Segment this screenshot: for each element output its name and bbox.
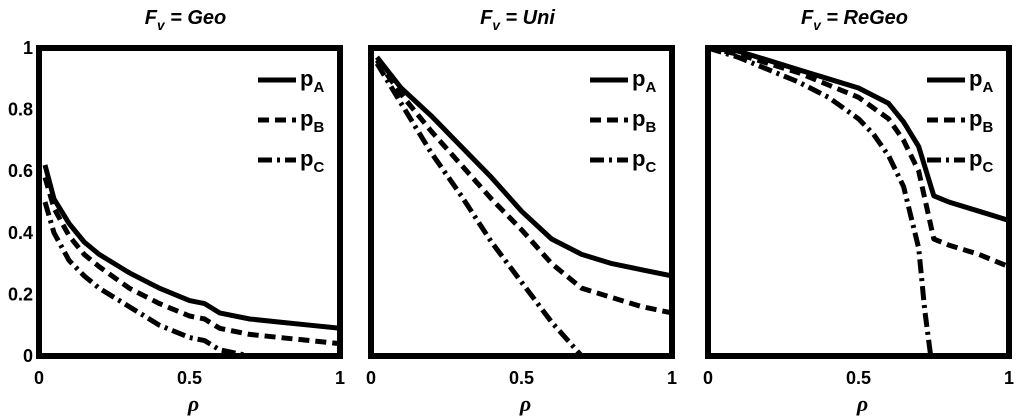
- x-axis-label: ρ: [519, 391, 531, 416]
- chart-title-main: F: [480, 7, 493, 29]
- legend-label-pA-main: p: [300, 66, 313, 91]
- plot-frame: [368, 45, 675, 359]
- legend-label-pA-sub: A: [982, 79, 993, 96]
- x-axis-label: ρ: [187, 391, 199, 416]
- series-line-pA: [42, 164, 340, 331]
- y-tick-label: 0.8: [8, 100, 33, 120]
- x-axis-label: ρ: [856, 391, 868, 416]
- legend-label-pB-sub: B: [982, 119, 993, 136]
- legend-label-pA: pA: [300, 66, 324, 96]
- legend-label-pC-main: p: [632, 146, 645, 171]
- x-tick-label: 1: [1004, 368, 1014, 388]
- y-tick-label: 1: [23, 38, 33, 58]
- legend-label-pC-main: p: [300, 146, 313, 171]
- legend-label-pC-sub: C: [982, 159, 993, 176]
- legend-label-pB-main: p: [300, 106, 313, 131]
- legend-label-pB: pB: [969, 106, 993, 136]
- y-tick-label: 0: [23, 346, 33, 366]
- series-line-pC: [708, 48, 1009, 356]
- y-tick-label: 0.4: [8, 223, 33, 243]
- x-tick-label: 0: [366, 368, 376, 388]
- chart-title-sub: v: [157, 18, 166, 33]
- chart-title-main: F: [145, 7, 158, 29]
- x-tick-label: 0: [703, 368, 713, 388]
- legend-label-pB-sub: B: [645, 119, 656, 136]
- x-tick-label: 0.5: [509, 368, 534, 388]
- series-line-pB: [374, 58, 672, 316]
- y-tick-label: 0.2: [8, 284, 33, 304]
- chart-title: Fv = Geo: [145, 7, 226, 33]
- legend-label-pA-sub: A: [645, 79, 656, 96]
- legend-label-pB-main: p: [969, 106, 982, 131]
- chart-title-sub: v: [492, 18, 501, 33]
- plot-frame: [705, 45, 1012, 359]
- legend-label-pC-sub: C: [645, 159, 656, 176]
- legend-label-pB-main: p: [632, 106, 645, 131]
- chart-title-sub: v: [813, 18, 822, 33]
- chart-title: Fv = Uni: [480, 7, 555, 33]
- legend-label-pC-main: p: [969, 146, 982, 171]
- legend-label-pC: pC: [632, 146, 656, 176]
- series-line-pC: [374, 62, 672, 356]
- chart-title-rest: = Uni: [500, 7, 555, 29]
- legend-label-pC-sub: C: [313, 159, 324, 176]
- chart-title-main: F: [801, 7, 814, 29]
- series-line-pA: [708, 48, 1009, 223]
- series-line-pA: [375, 55, 672, 279]
- plot-frame: [36, 45, 343, 359]
- legend-label-pC: pC: [969, 146, 993, 176]
- legend-label-pA-main: p: [969, 66, 982, 91]
- legend-label-pB-sub: B: [313, 119, 324, 136]
- x-tick-label: 0: [34, 368, 44, 388]
- y-tick-label: 0.6: [8, 161, 33, 181]
- series-line-pC: [42, 201, 340, 356]
- legend-label-pB: pB: [300, 106, 324, 136]
- legend-label-pC: pC: [300, 146, 324, 176]
- x-tick-label: 1: [335, 368, 345, 388]
- chart-title-rest: = ReGeo: [821, 7, 908, 29]
- series-line-pB: [708, 48, 1009, 270]
- x-tick-label: 0.5: [177, 368, 202, 388]
- legend-label-pA: pA: [969, 66, 993, 96]
- chart-title: Fv = ReGeo: [801, 7, 908, 33]
- x-tick-label: 0.5: [846, 368, 871, 388]
- legend-label-pA-main: p: [632, 66, 645, 91]
- legend-label-pA: pA: [632, 66, 656, 96]
- legend-label-pB: pB: [632, 106, 656, 136]
- series-line-pB: [42, 176, 340, 347]
- legend-label-pA-sub: A: [313, 79, 324, 96]
- x-tick-label: 1: [667, 368, 677, 388]
- chart-title-rest: = Geo: [165, 7, 227, 29]
